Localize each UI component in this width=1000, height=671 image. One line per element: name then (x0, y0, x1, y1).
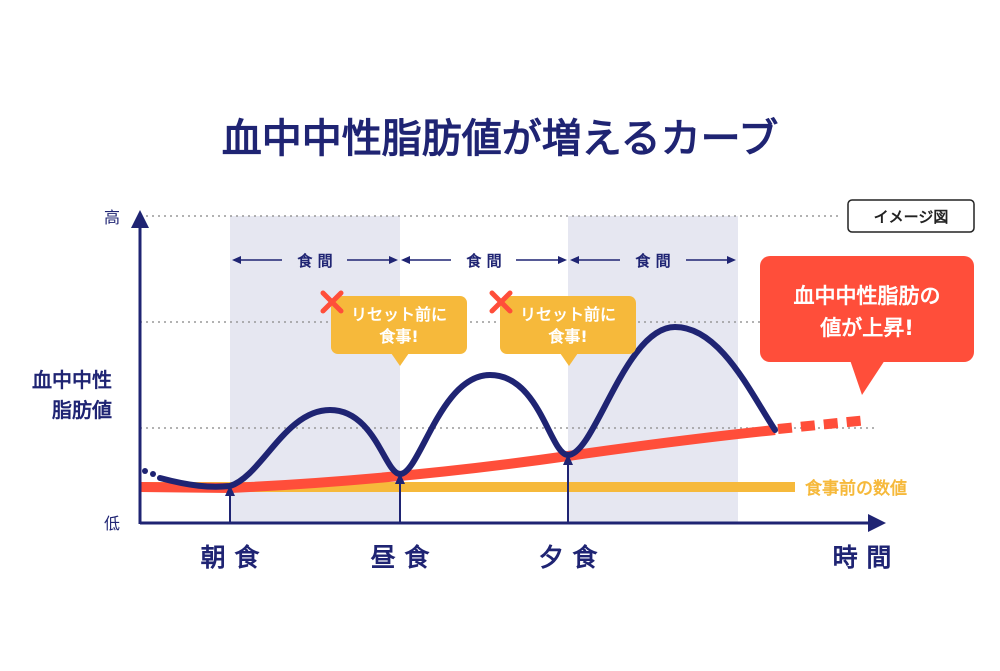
triglyceride-wave (157, 324, 778, 490)
interval-label-3: 食 間 (635, 252, 670, 270)
y-axis-label-line1: 血中中性 (32, 368, 112, 392)
y-axis-arrowhead (131, 210, 149, 228)
reset-callout-1 (331, 296, 467, 366)
meal-marker-dinner (563, 454, 573, 522)
interval-label-2: 食 間 (466, 252, 501, 270)
interval-label-1: 食 間 (297, 252, 332, 270)
interval-band-1 (230, 216, 400, 524)
cross-icon (489, 290, 513, 314)
interval-arrow-3 (570, 256, 736, 264)
trend-curve (139, 425, 776, 494)
reset-callout-2 (500, 296, 636, 366)
meal-marker-lunch (395, 473, 405, 522)
diagram-title: 血中中性脂肪値が増えるカーブ (222, 116, 778, 162)
reset-callout-2-line1: リセット前に (520, 305, 616, 324)
meal-label-dinner: 夕 食 (539, 543, 599, 572)
meal-label-breakfast: 朝 食 (201, 543, 261, 572)
reset-callout-1-line1: リセット前に (351, 305, 447, 324)
image-badge-text: イメージ図 (874, 208, 949, 226)
wave-dot-1 (142, 468, 148, 474)
baseline-label: 食事前の数値 (805, 478, 907, 499)
y-axis-low-label: 低 (104, 514, 120, 533)
image-badge (847, 199, 975, 233)
rise-callout-line2: 値が上昇! (819, 316, 914, 340)
y-axis-high-label: 高 (104, 208, 120, 227)
rise-callout (760, 256, 974, 395)
reset-callout-2-line2: 食事! (547, 327, 587, 346)
interval-arrow-1 (232, 256, 398, 264)
interval-arrow-2 (401, 256, 567, 264)
x-axis-label: 時 間 (833, 543, 892, 572)
meal-label-lunch: 昼 食 (371, 543, 431, 572)
cross-icon (320, 290, 344, 314)
meal-marker-breakfast (225, 485, 235, 522)
rise-callout-line1: 血中中性脂肪の (794, 284, 941, 308)
wave-dot-2 (150, 471, 156, 477)
trend-curve-dashed (777, 415, 869, 434)
x-axis-arrowhead (868, 514, 886, 532)
y-axis-label-line2: 脂肪値 (52, 398, 112, 422)
interval-band-2 (568, 216, 738, 524)
reset-callout-1-line2: 食事! (378, 327, 418, 346)
